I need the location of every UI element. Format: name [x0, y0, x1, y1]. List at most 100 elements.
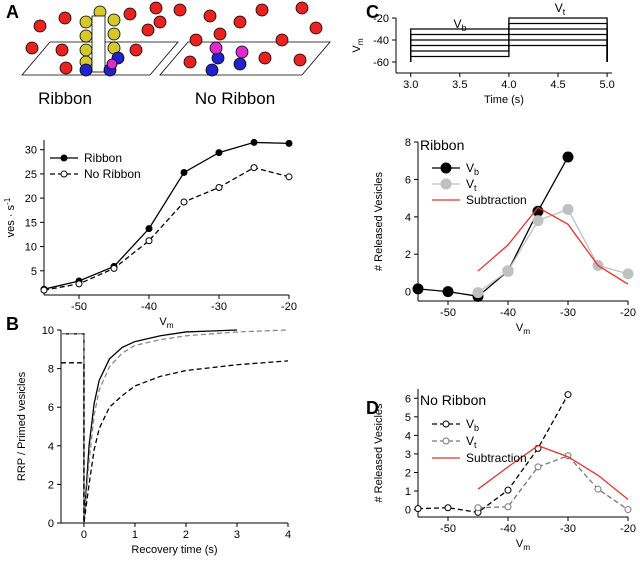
panel-label: B [6, 314, 19, 334]
legend-marker [60, 170, 68, 178]
x-tick-label: -50 [71, 301, 87, 313]
y-tick-label: 2 [48, 479, 54, 491]
data-point [75, 280, 83, 288]
y-axis-label: RRP / Primed vesicles [16, 371, 28, 481]
x-tick-label: -50 [440, 307, 456, 319]
y-tick-label: 10 [42, 325, 54, 337]
data-point [534, 463, 542, 471]
vesicles-magenta [106, 41, 249, 70]
series-line [61, 360, 289, 524]
x-axis-label: Recovery time (s) [131, 544, 217, 556]
x-tick-label: 4.0 [501, 79, 516, 91]
x-tick-label: -40 [500, 307, 516, 319]
data-point [504, 486, 512, 494]
y-axis-label: ves · s-1 [3, 197, 17, 237]
y-tick-label: 4 [405, 212, 411, 224]
y-tick-label: 5 [405, 412, 411, 424]
x-tick-label: -30 [211, 301, 227, 313]
x-tick-label: 4.5 [550, 79, 565, 91]
legend-label: Vb [466, 161, 479, 177]
ribbon [91, 15, 106, 73]
y-tick-label: 20 [25, 193, 37, 205]
legend-marker [442, 420, 450, 428]
data-point [622, 268, 634, 280]
data-point [285, 139, 293, 147]
data-point [40, 286, 48, 294]
y-tick-label: 4 [48, 441, 54, 453]
x-tick-label: -30 [560, 523, 576, 535]
data-point [180, 198, 188, 206]
legend-label: Vt [466, 177, 477, 193]
data-point [472, 287, 484, 299]
y-tick-label: -20 [373, 13, 389, 25]
annotation: Vb [453, 17, 466, 33]
series-line [477, 444, 629, 500]
y-tick-label: 2 [405, 249, 411, 261]
x-tick-label: -40 [500, 523, 516, 535]
data-point [250, 138, 258, 146]
x-tick-label: -20 [620, 523, 636, 535]
series-line [417, 156, 569, 298]
legend-marker [440, 162, 452, 174]
panel-label: C [366, 2, 379, 22]
y-tick-label: 6 [405, 174, 411, 186]
data-point [414, 505, 422, 513]
y-tick-label: 30 [25, 145, 37, 157]
legend-label: Subtraction [466, 451, 527, 465]
legend-title: No Ribbon [420, 392, 486, 408]
data-point [502, 265, 514, 277]
data-point [250, 164, 258, 172]
data-point [412, 283, 424, 295]
data-point [562, 151, 574, 163]
x-tick-label: 4 [285, 529, 291, 541]
data-point [504, 503, 512, 511]
y-tick-label: 5 [31, 266, 37, 278]
data-point [444, 504, 452, 512]
y-tick-label: -60 [373, 57, 389, 69]
y-tick-label: 10 [25, 242, 37, 254]
x-tick-label: -40 [141, 301, 157, 313]
series-line [477, 206, 629, 285]
data-point [110, 264, 118, 272]
x-tick-label: 0 [81, 529, 87, 541]
legend-label: Vt [466, 434, 477, 450]
x-axis-label: Vm [516, 538, 530, 552]
data-point [594, 485, 602, 493]
data-point [215, 183, 223, 191]
data-point [474, 504, 482, 512]
x-tick-label: 3.5 [452, 79, 467, 91]
data-point [564, 391, 572, 399]
legend-label: Subtraction [466, 193, 527, 207]
y-tick-label: 1 [405, 486, 411, 498]
y-tick-label: 8 [48, 364, 54, 376]
x-axis-label: Vm [159, 316, 173, 330]
x-tick-label: 5.0 [599, 79, 614, 91]
y-tick-label: 6 [405, 393, 411, 405]
data-point [562, 203, 574, 215]
series-line [43, 141, 290, 290]
x-tick-label: 2 [183, 529, 189, 541]
y-tick-label: 3 [405, 449, 411, 461]
x-tick-label: -50 [440, 523, 456, 535]
x-tick-label: -30 [560, 307, 576, 319]
annotation: Vt [555, 1, 566, 17]
x-tick-label: -20 [620, 307, 636, 319]
legend-label: No Ribbon [84, 167, 141, 181]
panel-label: D [366, 398, 379, 418]
series-line [417, 394, 569, 514]
y-tick-label: 2 [405, 467, 411, 479]
vesicles-red [25, 1, 323, 75]
y-axis-label: Vm [351, 38, 365, 52]
y-tick-label: 15 [25, 217, 37, 229]
data-point [180, 168, 188, 176]
schematic [21, 1, 331, 77]
x-axis-label: Time (s) [484, 94, 524, 106]
schematic-label: No Ribbon [195, 89, 275, 108]
x-axis-label: Vm [516, 322, 530, 336]
legend-marker [60, 154, 68, 162]
legend-label: Vb [466, 417, 479, 433]
vesicles-yellow [79, 5, 121, 69]
y-tick-label: 25 [25, 169, 37, 181]
data-point [215, 149, 223, 157]
